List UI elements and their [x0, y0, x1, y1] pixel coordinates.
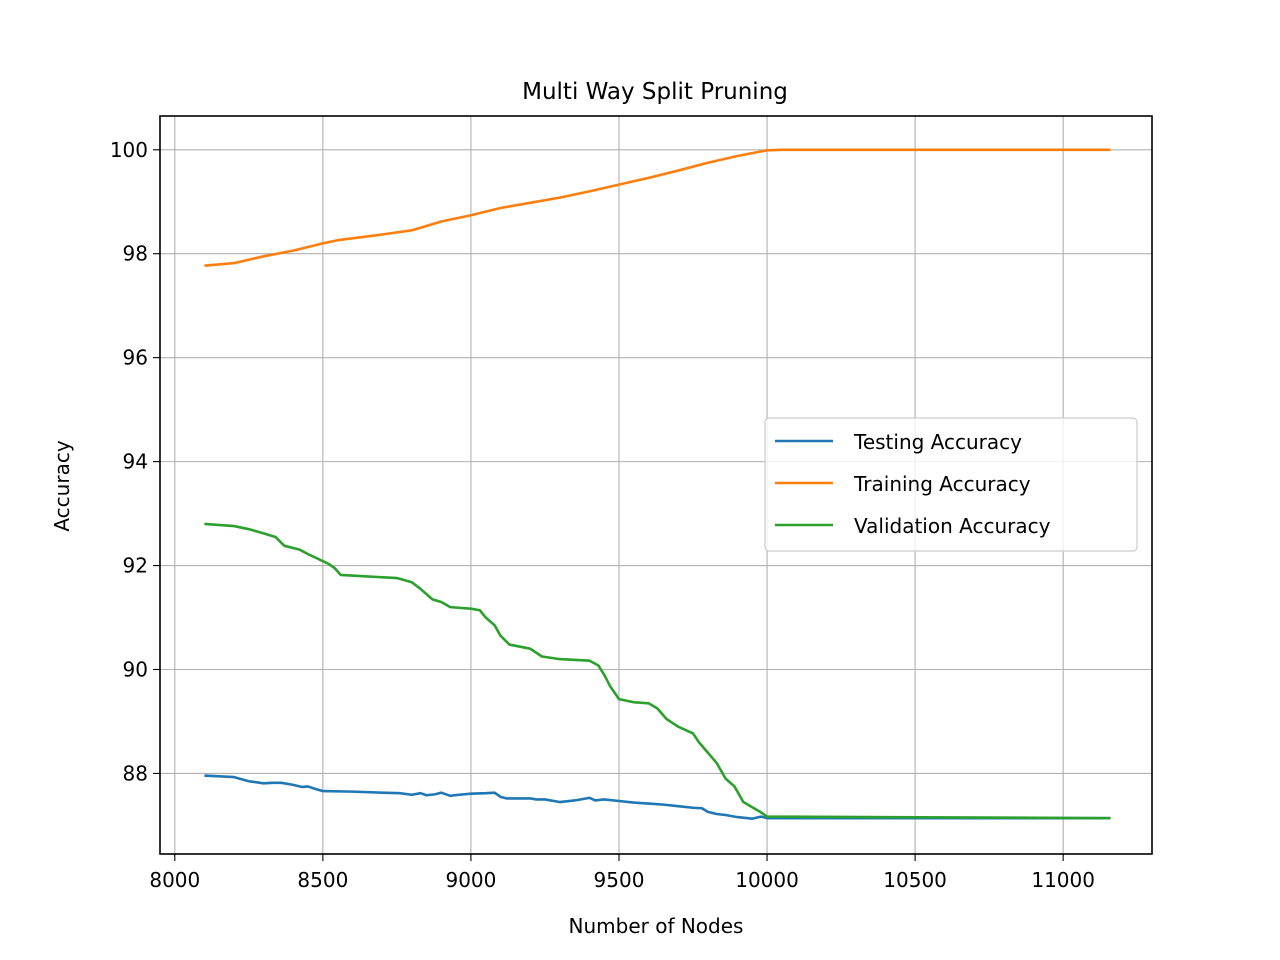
y-tick-label: 94	[123, 450, 148, 474]
series-line-testing-accuracy	[204, 774, 1111, 820]
y-tick-label: 90	[123, 658, 148, 682]
plot-frame	[159, 115, 1153, 855]
y-tick-label: 96	[123, 346, 148, 370]
y-tick-label: 88	[123, 761, 148, 785]
axis-ticks: 8000 8500 9000 9500 10000 10500 11000 88 90 92 94 9…	[110, 138, 1095, 892]
x-tick-label: 10500	[883, 868, 947, 892]
legend-label-validation: Validation Accuracy	[854, 514, 1051, 538]
y-axis-label: Accuracy	[50, 440, 74, 531]
y-tick-label: 100	[110, 138, 148, 162]
x-axis-label: Number of Nodes	[569, 914, 744, 938]
legend-box	[764, 417, 1138, 552]
x-tick-label: 8500	[297, 868, 348, 892]
legend-label-testing: Testing Accuracy	[853, 430, 1022, 454]
x-tick-label: 10000	[735, 868, 799, 892]
y-tick-label: 92	[123, 554, 148, 578]
x-tick-label: 8000	[149, 868, 200, 892]
chart-title: Multi Way Split Pruning	[522, 79, 788, 105]
series-line-validation-accuracy	[204, 522, 1111, 820]
series-line-training-accuracy	[204, 148, 1111, 267]
legend: Testing Accuracy Training Accuracy Valid…	[764, 417, 1138, 552]
legend-label-training: Training Accuracy	[853, 472, 1031, 496]
x-tick-label: 9500	[594, 868, 645, 892]
y-tick-label: 98	[123, 242, 148, 266]
series-lines	[204, 148, 1111, 820]
x-tick-label: 11000	[1031, 868, 1095, 892]
x-tick-label: 9000	[445, 868, 496, 892]
